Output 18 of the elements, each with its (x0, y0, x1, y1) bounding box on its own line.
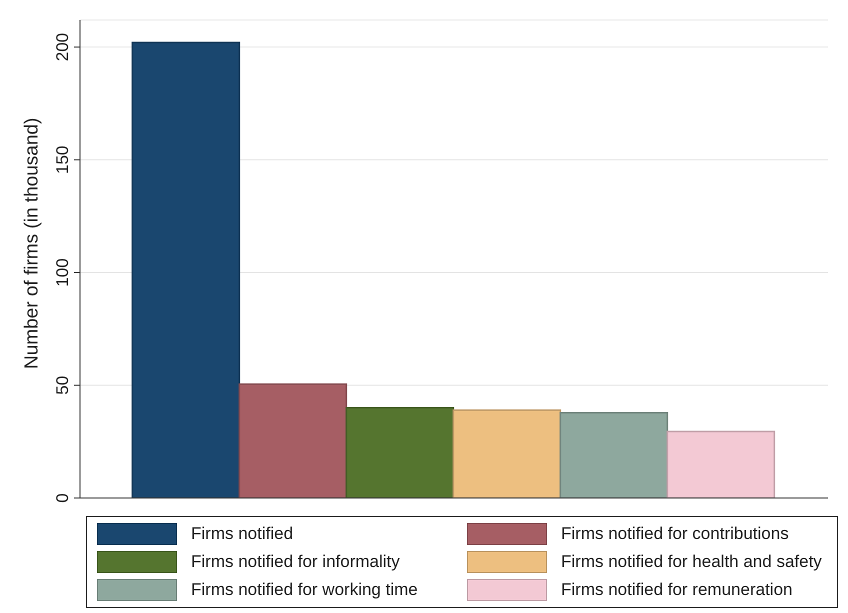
bar (238, 383, 348, 498)
bar (132, 42, 240, 498)
legend-label: Firms notified for working time (191, 580, 418, 600)
legend-label: Firms notified (191, 524, 294, 544)
bar (560, 412, 668, 498)
y-tick-label: 100 (53, 258, 72, 287)
bar (666, 430, 776, 498)
legend-label: Firms notified for remuneration (561, 580, 792, 600)
y-tick-label: 150 (53, 146, 72, 174)
bar (346, 407, 454, 498)
y-tick-label: 50 (53, 376, 72, 395)
legend-label: Firms notified for health and safety (561, 552, 822, 572)
y-axis-title: Number of firms (in thousand) (22, 118, 43, 369)
y-tick-label: 0 (53, 493, 72, 503)
legend-label: Firms notified for informality (191, 552, 400, 572)
legend-label: Firms notified for contributions (561, 524, 789, 544)
y-tick-label: 200 (53, 32, 72, 62)
bar (452, 409, 562, 498)
